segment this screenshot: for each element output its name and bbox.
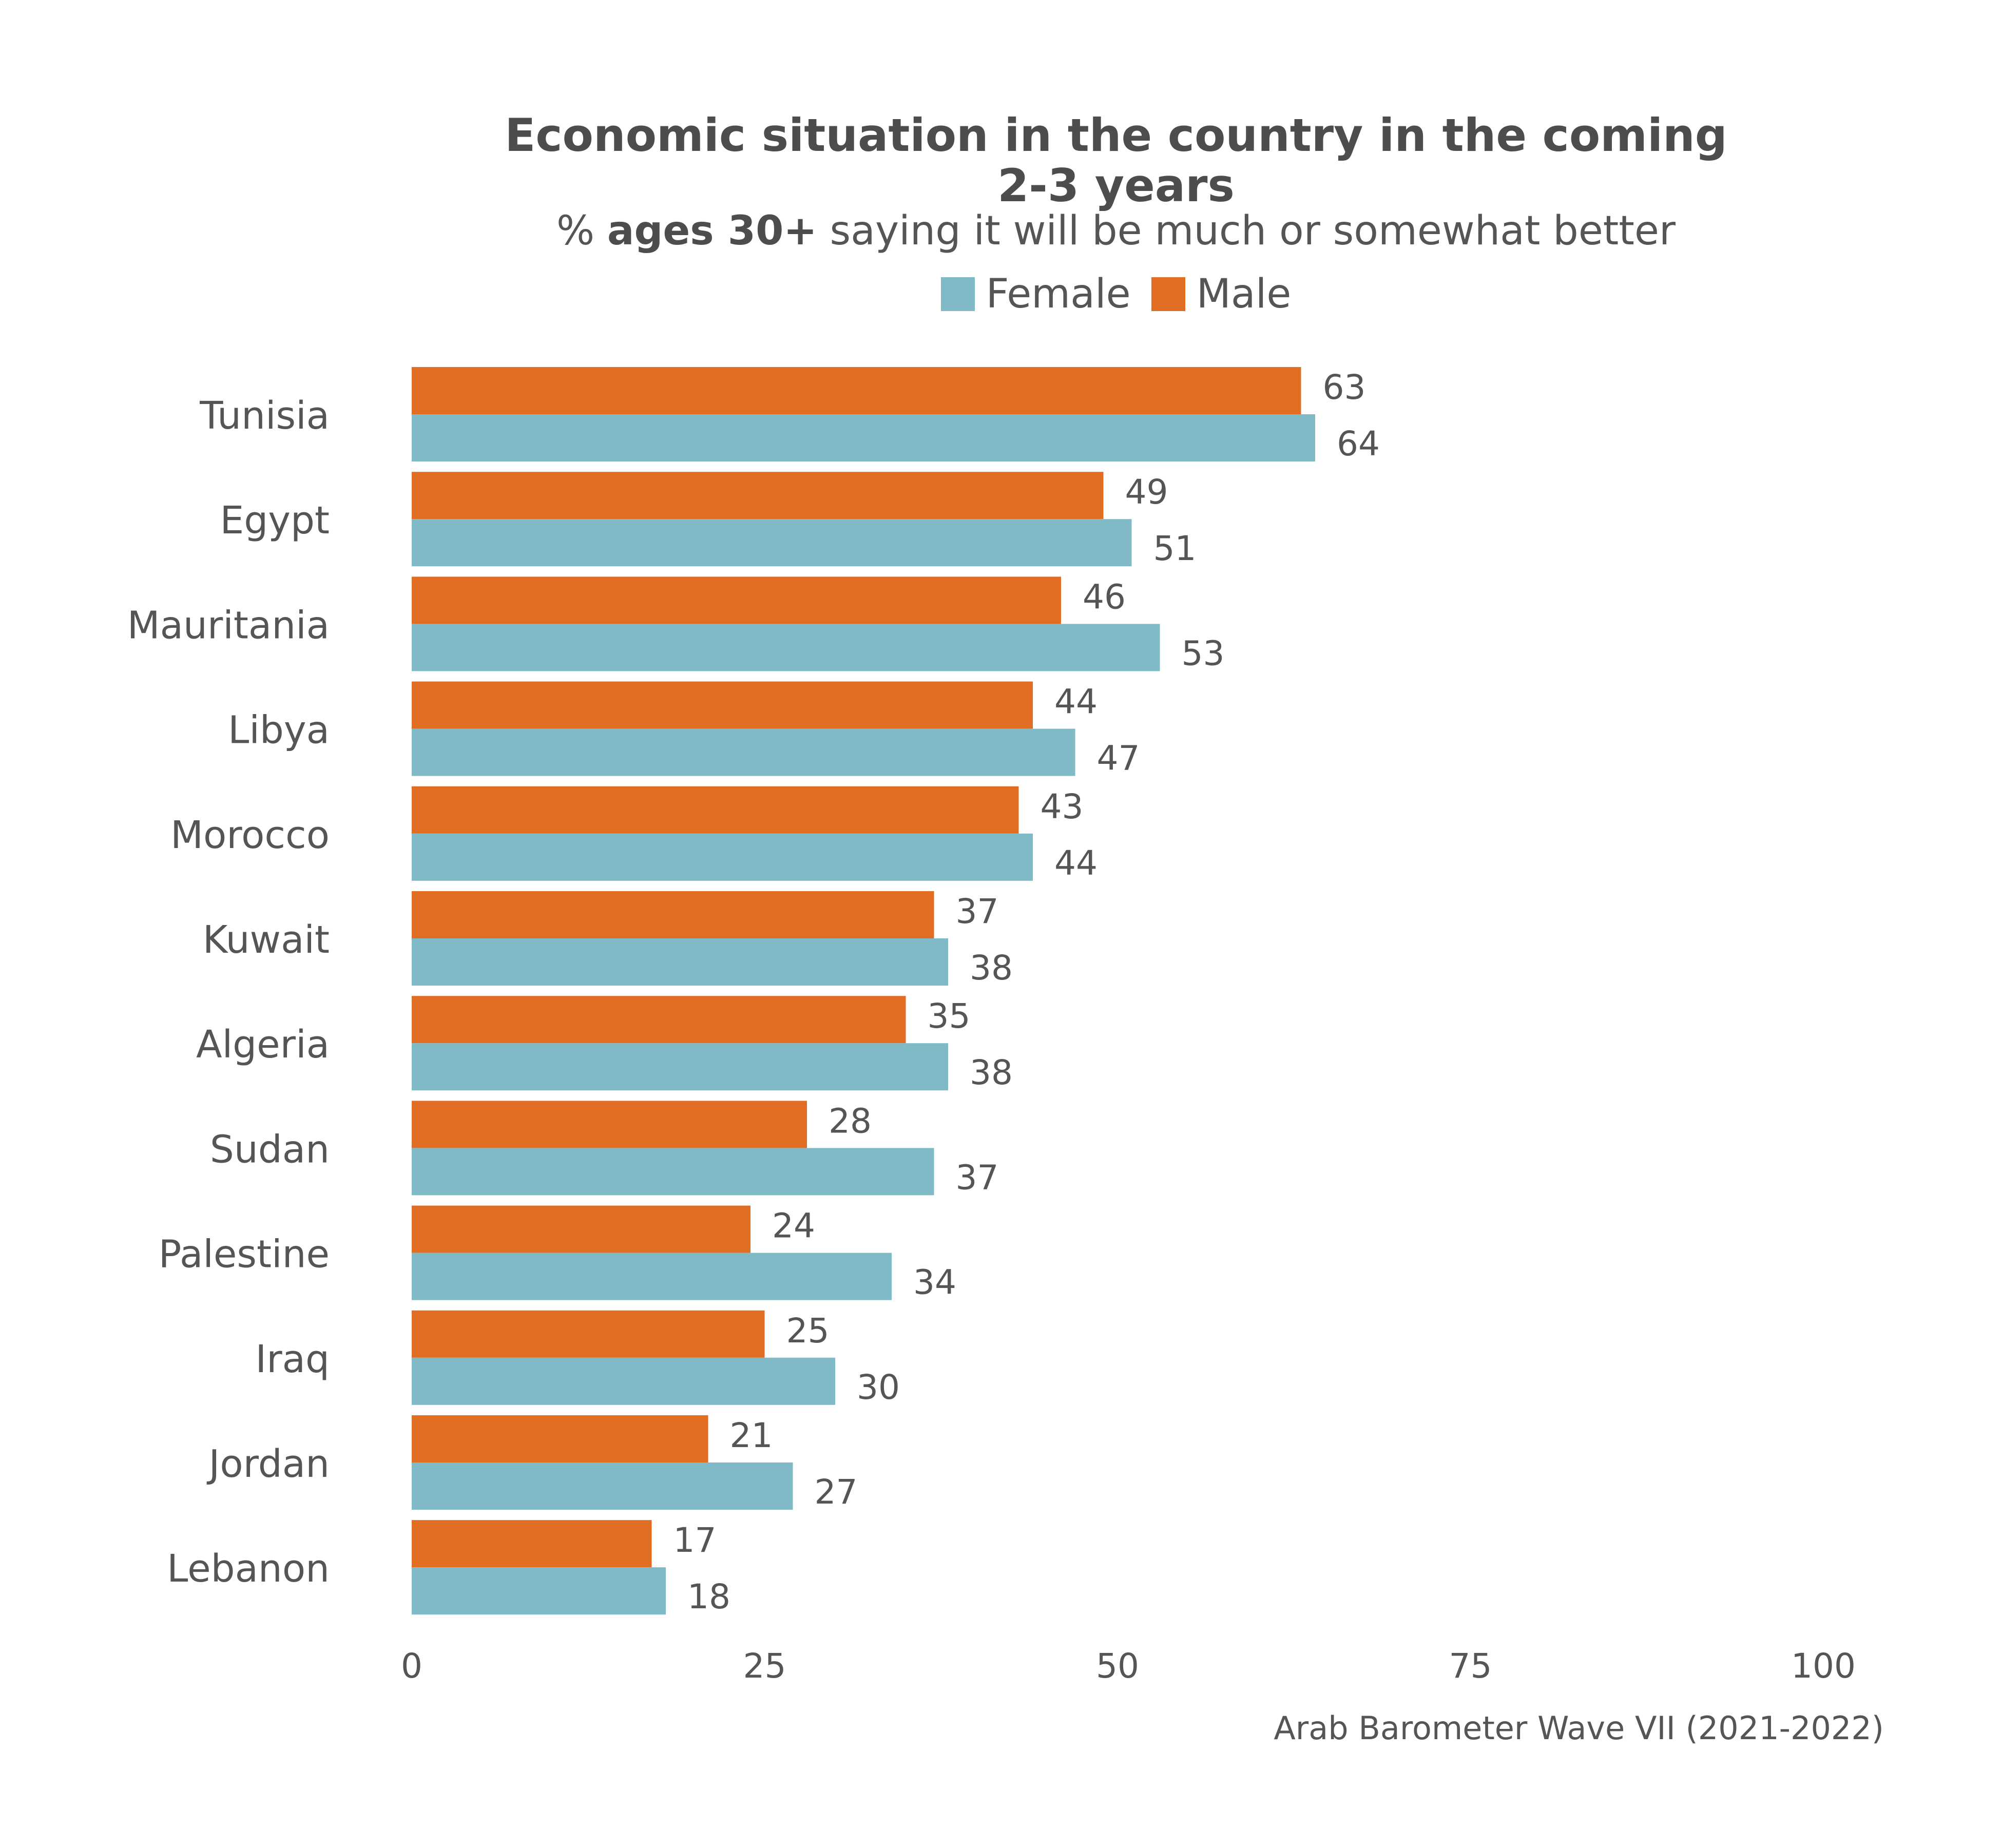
category-label-libya: Libya <box>228 708 330 753</box>
subtitle-suffix: saying it will be much or somewhat bette… <box>817 208 1676 254</box>
bar-female-sudan <box>412 1148 934 1196</box>
category-label-iraq: Iraq <box>255 1337 330 1381</box>
subtitle-bold: ages 30+ <box>607 208 817 254</box>
subtitle-prefix: % <box>556 208 607 254</box>
bar-female-tunisia <box>412 414 1315 461</box>
value-label-female-iraq: 30 <box>857 1368 900 1407</box>
bar-female-jordan <box>412 1462 793 1510</box>
x-tick-50: 50 <box>1096 1646 1139 1686</box>
legend-label-female: Female <box>986 271 1131 317</box>
x-tick-75: 75 <box>1449 1646 1492 1686</box>
source-note: Arab Barometer Wave VII (2021-2022) <box>1274 1709 1884 1747</box>
x-tick-0: 0 <box>401 1646 422 1686</box>
value-label-male-algeria: 35 <box>928 996 971 1036</box>
legend-swatch-female <box>940 277 975 311</box>
legend-item-female: Female <box>940 271 1131 317</box>
category-label-sudan: Sudan <box>210 1127 330 1171</box>
bar-female-kuwait <box>412 938 948 986</box>
value-label-female-algeria: 38 <box>970 1053 1013 1092</box>
bar-male-iraq <box>412 1310 765 1358</box>
value-label-female-sudan: 37 <box>956 1158 999 1197</box>
bar-male-sudan <box>412 1101 807 1148</box>
value-label-female-egypt: 51 <box>1153 529 1197 568</box>
bar-male-morocco <box>412 786 1019 834</box>
bar-female-palestine <box>412 1253 892 1300</box>
legend: Female Male <box>0 271 2002 317</box>
bar-male-libya <box>412 681 1033 729</box>
value-label-female-lebanon: 18 <box>687 1577 730 1616</box>
bar-female-morocco <box>412 833 1033 881</box>
legend-label-male: Male <box>1196 271 1292 317</box>
bar-male-lebanon <box>412 1520 652 1568</box>
value-label-male-kuwait: 37 <box>956 892 999 931</box>
category-label-mauritania: Mauritania <box>127 603 330 647</box>
value-label-female-libya: 47 <box>1097 739 1140 778</box>
value-label-male-mauritania: 46 <box>1083 577 1126 617</box>
x-tick-25: 25 <box>743 1646 786 1686</box>
value-label-male-morocco: 43 <box>1041 787 1084 826</box>
value-label-female-jordan: 27 <box>815 1472 858 1512</box>
bar-female-mauritania <box>412 624 1160 671</box>
x-tick-100: 100 <box>1791 1646 1856 1686</box>
bar-male-kuwait <box>412 891 934 938</box>
value-label-female-kuwait: 38 <box>970 948 1013 988</box>
bar-female-algeria <box>412 1043 948 1091</box>
category-label-morocco: Morocco <box>170 813 330 857</box>
bar-male-jordan <box>412 1415 708 1462</box>
bar-female-egypt <box>412 519 1132 567</box>
value-label-female-tunisia: 64 <box>1337 424 1380 464</box>
legend-item-male: Male <box>1151 271 1292 317</box>
category-label-lebanon: Lebanon <box>167 1547 330 1591</box>
category-label-jordan: Jordan <box>207 1442 330 1486</box>
value-label-male-iraq: 25 <box>786 1311 830 1351</box>
value-label-female-mauritania: 53 <box>1182 633 1225 673</box>
value-label-male-libya: 44 <box>1054 682 1098 722</box>
value-label-male-lebanon: 17 <box>673 1520 717 1560</box>
value-label-male-egypt: 49 <box>1125 472 1168 512</box>
category-label-palestine: Palestine <box>159 1233 330 1277</box>
category-label-kuwait: Kuwait <box>203 918 330 962</box>
value-label-male-jordan: 21 <box>730 1416 773 1455</box>
category-label-egypt: Egypt <box>220 498 330 543</box>
bar-male-palestine <box>412 1205 750 1253</box>
value-label-male-sudan: 28 <box>829 1101 872 1141</box>
bar-female-libya <box>412 728 1075 776</box>
value-label-female-morocco: 44 <box>1054 843 1098 883</box>
bar-male-algeria <box>412 996 906 1044</box>
bar-female-lebanon <box>412 1567 666 1615</box>
category-label-tunisia: Tunisia <box>199 394 330 438</box>
chart-title: Economic situation in the country in the… <box>505 109 1727 212</box>
bar-female-iraq <box>412 1357 835 1405</box>
chart-subtitle: % ages 30+ saying it will be much or som… <box>0 208 2002 254</box>
category-label-algeria: Algeria <box>196 1023 330 1067</box>
bar-male-egypt <box>412 472 1104 519</box>
value-label-female-palestine: 34 <box>913 1263 956 1302</box>
bar-male-tunisia <box>412 367 1301 414</box>
legend-swatch-male <box>1151 277 1185 311</box>
value-label-male-palestine: 24 <box>772 1206 815 1246</box>
value-label-male-tunisia: 63 <box>1323 368 1366 407</box>
bar-male-mauritania <box>412 576 1061 624</box>
